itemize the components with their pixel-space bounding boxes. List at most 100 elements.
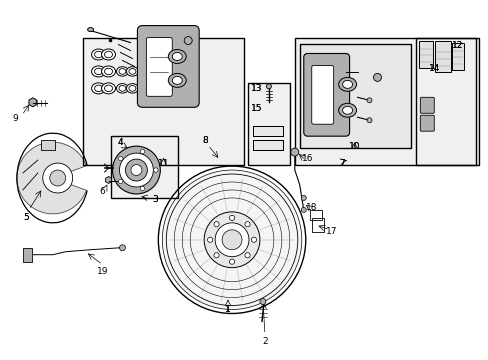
Text: 7: 7 [338, 158, 344, 167]
Circle shape [153, 168, 158, 172]
Text: 8: 8 [202, 136, 207, 145]
FancyBboxPatch shape [311, 66, 333, 124]
Circle shape [244, 222, 250, 227]
Ellipse shape [129, 85, 136, 91]
Circle shape [118, 179, 122, 184]
Text: 14: 14 [427, 64, 439, 73]
FancyBboxPatch shape [303, 54, 349, 136]
Text: 19: 19 [97, 267, 108, 276]
Text: 17: 17 [325, 227, 337, 236]
Text: 4: 4 [118, 138, 123, 147]
Ellipse shape [168, 73, 186, 87]
Ellipse shape [102, 49, 115, 60]
Text: 15: 15 [251, 104, 262, 113]
Ellipse shape [172, 76, 182, 84]
Text: 1: 1 [225, 305, 230, 314]
Bar [23, 248, 32, 262]
FancyBboxPatch shape [137, 26, 199, 107]
Ellipse shape [119, 85, 126, 91]
Text: 11: 11 [157, 158, 169, 167]
Bar [247, 84, 289, 165]
Text: 13: 13 [251, 84, 262, 93]
Ellipse shape [116, 67, 128, 76]
Text: 6: 6 [100, 188, 105, 197]
Circle shape [366, 98, 371, 103]
Ellipse shape [342, 80, 352, 88]
Circle shape [140, 149, 144, 154]
Bar [252, 140, 282, 150]
Circle shape [373, 73, 381, 81]
Circle shape [158, 166, 305, 314]
Bar [82, 37, 244, 165]
Wedge shape [17, 142, 86, 214]
Bar [247, 84, 289, 165]
Ellipse shape [102, 66, 115, 77]
Bar [294, 37, 478, 165]
Text: 3: 3 [152, 195, 158, 204]
Bar [110, 136, 178, 198]
Text: 8: 8 [202, 136, 207, 145]
Bar [299, 44, 410, 148]
Bar [451, 42, 463, 71]
Bar [299, 44, 410, 148]
Text: 18: 18 [305, 203, 317, 212]
Bar [110, 136, 178, 198]
Bar [252, 126, 282, 136]
FancyBboxPatch shape [420, 97, 433, 113]
Text: 12: 12 [450, 41, 462, 50]
Ellipse shape [172, 53, 182, 60]
Circle shape [260, 298, 265, 305]
Circle shape [301, 195, 305, 201]
Bar [415, 37, 475, 165]
Circle shape [203, 212, 260, 268]
Circle shape [290, 148, 298, 156]
Circle shape [215, 223, 248, 257]
Circle shape [119, 245, 125, 251]
Ellipse shape [119, 68, 126, 74]
Text: 15: 15 [251, 104, 262, 113]
Ellipse shape [168, 50, 186, 63]
Circle shape [214, 253, 219, 258]
Ellipse shape [94, 85, 102, 91]
Circle shape [229, 259, 234, 264]
Circle shape [244, 253, 250, 258]
Ellipse shape [342, 106, 352, 114]
Text: 14: 14 [427, 64, 439, 73]
Circle shape [140, 186, 144, 191]
FancyBboxPatch shape [146, 37, 172, 96]
Circle shape [222, 230, 242, 250]
Circle shape [229, 215, 234, 220]
Ellipse shape [91, 49, 105, 60]
Circle shape [162, 170, 301, 310]
Circle shape [366, 118, 371, 123]
Circle shape [266, 84, 271, 89]
Ellipse shape [338, 103, 356, 117]
Text: 16: 16 [302, 154, 313, 163]
Ellipse shape [126, 67, 138, 76]
Ellipse shape [104, 85, 112, 91]
Ellipse shape [91, 66, 105, 77]
Text: 7: 7 [338, 158, 344, 167]
Polygon shape [105, 176, 111, 184]
Circle shape [207, 237, 212, 242]
Bar [415, 37, 475, 165]
Ellipse shape [129, 68, 136, 74]
Circle shape [112, 146, 160, 194]
Text: 13: 13 [251, 84, 262, 93]
Circle shape [131, 165, 142, 176]
Circle shape [119, 153, 153, 187]
Circle shape [251, 237, 256, 242]
Bar [311, 218, 323, 232]
Bar [419, 41, 432, 68]
Text: 1: 1 [225, 305, 230, 314]
Text: 4: 4 [118, 138, 123, 147]
FancyBboxPatch shape [420, 115, 433, 131]
Circle shape [214, 222, 219, 227]
Text: 11: 11 [157, 158, 169, 167]
Circle shape [301, 207, 305, 212]
Bar [41, 140, 55, 150]
Circle shape [108, 39, 112, 42]
Circle shape [42, 163, 73, 193]
Polygon shape [29, 98, 37, 107]
Bar [309, 210, 321, 220]
